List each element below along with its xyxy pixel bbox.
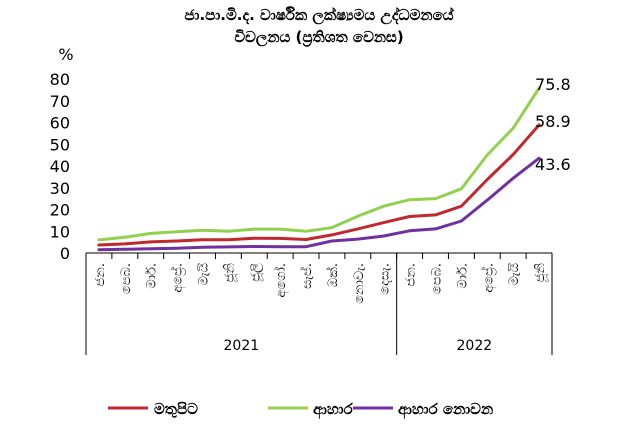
x-tick-label: නොවැ. bbox=[352, 263, 367, 304]
x-tick-label: මැයි bbox=[507, 263, 522, 286]
series-lines: 58.9 75.8 43.6 bbox=[97, 75, 571, 252]
x-tick-label: ඔක්. bbox=[325, 263, 341, 287]
axes: 0 10 20 30 40 50 60 70 80 2021 2022 ජන. පෙබ. මාර්. අප්… bbox=[50, 70, 553, 355]
series-line bbox=[97, 156, 541, 252]
x-tick-label: ජූනි bbox=[533, 263, 548, 283]
x-tick-label: ජූලි bbox=[248, 263, 263, 282]
x-tick-label: පෙබ. bbox=[119, 263, 134, 294]
y-tick-label: 60 bbox=[50, 114, 70, 133]
x-tick-label: අප්‍රේ. bbox=[169, 263, 185, 293]
y-tick-label: 50 bbox=[50, 135, 70, 154]
series-end-label: 75.8 bbox=[535, 75, 571, 94]
year-group-label: 2021 bbox=[224, 338, 260, 354]
x-tick-label: මැයි bbox=[196, 263, 211, 286]
y-tick-label: 40 bbox=[50, 157, 70, 176]
y-tick-label: 70 bbox=[50, 92, 70, 111]
y-axis-unit-label: % bbox=[58, 45, 73, 64]
y-tick-label: 0 bbox=[60, 244, 70, 263]
y-tick-label: 20 bbox=[50, 201, 70, 220]
legend: මතුපිට ආහාර ආහාර නොවන bbox=[108, 400, 493, 419]
x-tick-label: ජන. bbox=[404, 263, 419, 287]
series-end-label: 43.6 bbox=[535, 155, 571, 174]
x-tick-label: මාර්. bbox=[144, 263, 160, 289]
y-tick-label: 30 bbox=[50, 179, 70, 198]
chart-title-line-2: විචලනය (ප්‍රතිශත වෙනස) bbox=[234, 28, 404, 46]
y-tick-label: 80 bbox=[50, 70, 70, 89]
x-tick-label: සැප්. bbox=[299, 263, 315, 289]
x-tick-label: අගෝ. bbox=[273, 263, 289, 298]
series-end-label: 58.9 bbox=[535, 112, 571, 131]
year-group-label: 2022 bbox=[457, 338, 493, 354]
y-tick-label: 10 bbox=[50, 222, 70, 241]
series-line bbox=[97, 123, 541, 247]
x-tick-label: ජූනි bbox=[222, 263, 237, 283]
legend-label: මතුපිට bbox=[154, 400, 198, 418]
legend-label: ආහාර නොවන bbox=[398, 400, 493, 419]
x-tick-label: අප්‍රේ. bbox=[480, 263, 496, 293]
chart-title: ජා.පා.මි.ද. වාර්ෂික ලක්ෂ්‍යමය උද්ධමනයේ ව… bbox=[0, 4, 638, 48]
legend-label: ආහාර bbox=[313, 400, 354, 419]
x-tick-label: පෙබ. bbox=[430, 263, 445, 294]
x-tick-label: ජන. bbox=[93, 263, 108, 287]
chart-title-line-1: ජා.පා.මි.ද. වාර්ෂික ලක්ෂ්‍යමය උද්ධමනයේ bbox=[184, 6, 454, 24]
series-line bbox=[97, 86, 541, 242]
x-tick-label: දෙසැ. bbox=[378, 263, 393, 295]
x-tick-label: මාර්. bbox=[454, 263, 470, 289]
